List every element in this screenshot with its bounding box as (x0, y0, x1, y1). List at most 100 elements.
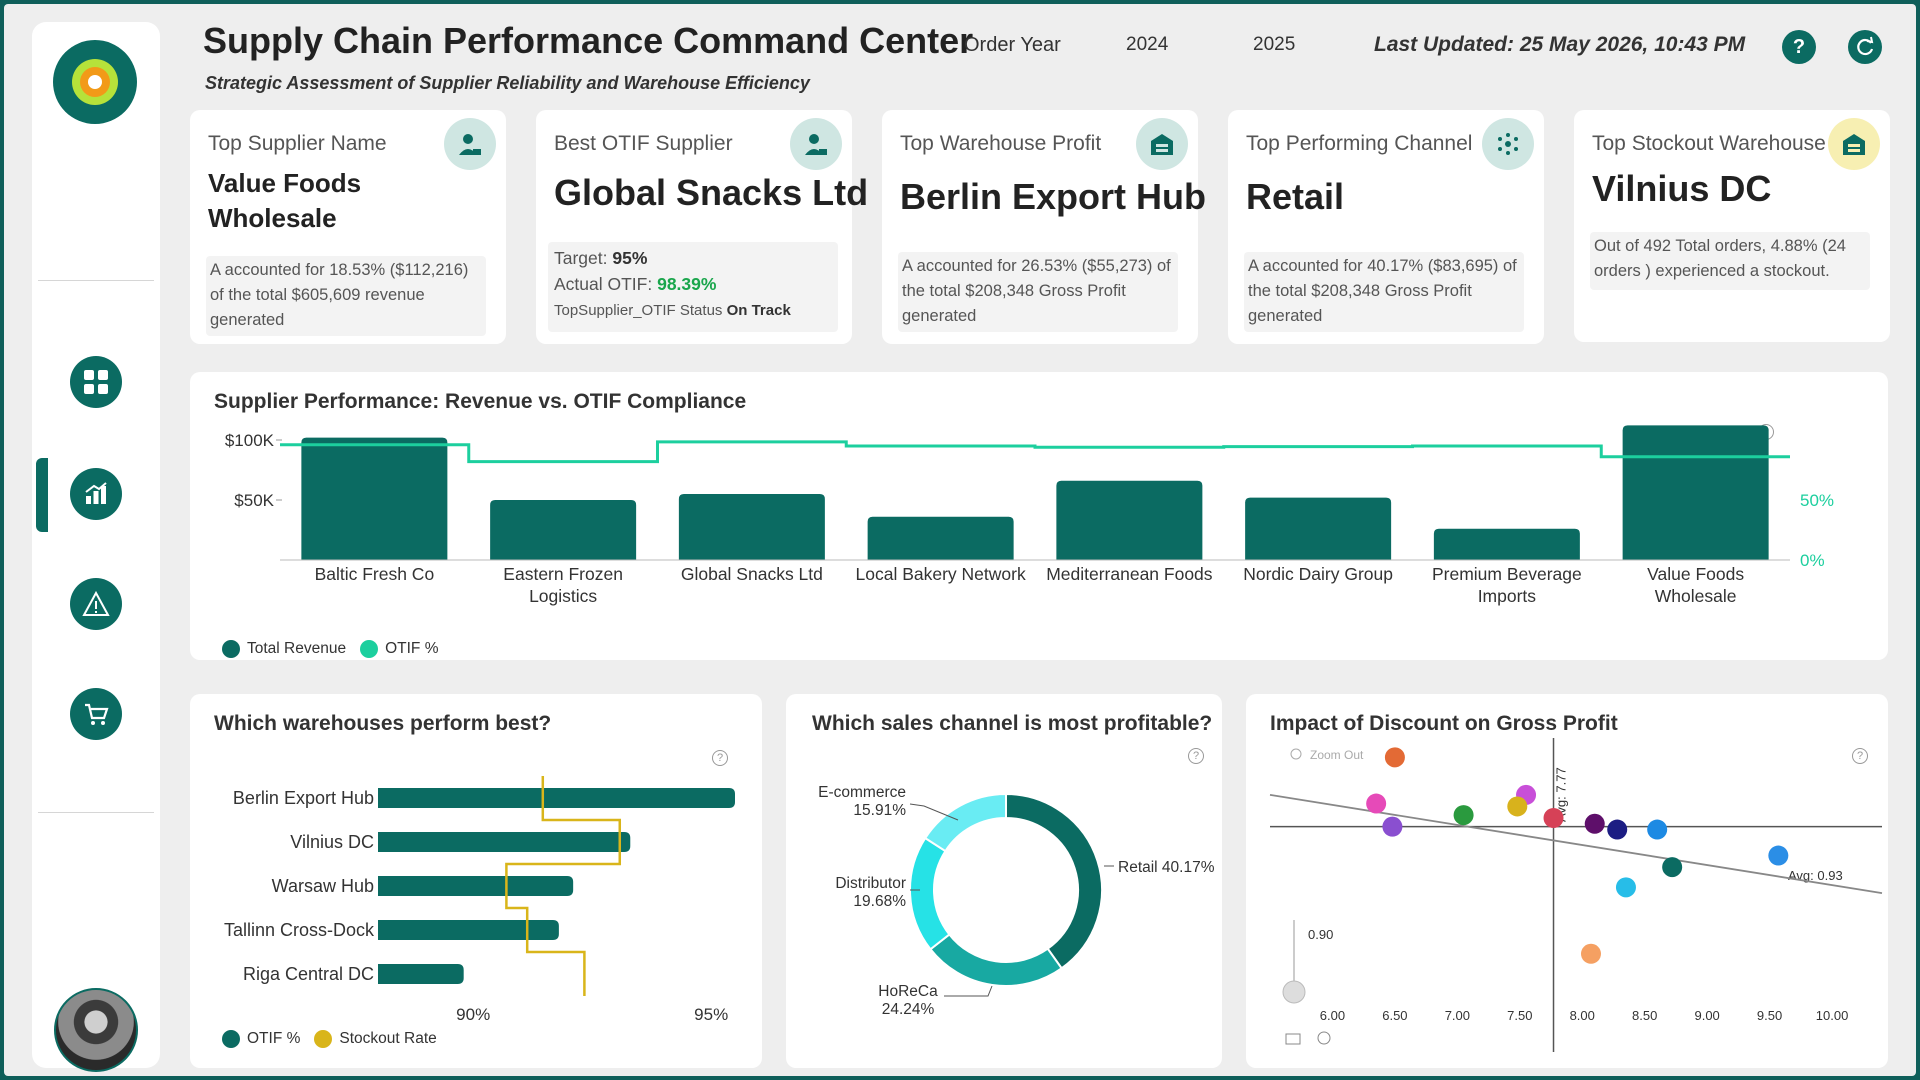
revenue-bar (1056, 480, 1203, 560)
stockout-step-line (505, 776, 622, 996)
kpi-card-top-stockout[interactable]: Top Stockout Warehouse Vilnius DC Out of… (1574, 110, 1890, 342)
kpi-label: Top Warehouse Profit (900, 132, 1102, 155)
cart-icon (85, 703, 109, 725)
slice-value: 24.24% (882, 1001, 935, 1018)
otif-bar (378, 920, 559, 940)
refresh-button[interactable] (1848, 30, 1882, 64)
slice-label: Distributor (835, 875, 906, 892)
year-2024-button[interactable]: 2024 (1126, 34, 1169, 55)
legend-label: Stockout Rate (339, 1030, 437, 1047)
donut-slice (909, 836, 951, 951)
otif-actual: Actual OTIF: 98.39% (554, 274, 716, 295)
x-tick-label: 95% (694, 1005, 728, 1024)
kpi-card-best-otif[interactable]: Best OTIF Supplier Global Snacks Ltd Tar… (536, 110, 868, 344)
kpi-card-top-warehouse[interactable]: Top Warehouse Profit Berlin Export Hub A… (882, 110, 1206, 344)
bar-chart-icon (85, 482, 107, 504)
revenue-bar (867, 516, 1014, 560)
chart-title: Which sales channel is most profitable? (812, 712, 1213, 735)
network-icon (1482, 118, 1534, 170)
chart-title: Supplier Performance: Revenue vs. OTIF C… (214, 390, 747, 413)
otif-status: TopSupplier_OTIF Status On Track (554, 302, 791, 319)
legend-swatch (360, 640, 379, 658)
scatter-point (1453, 805, 1474, 826)
x-tick-label: 7.00 (1445, 1008, 1470, 1023)
category-label: Value Foods (1647, 564, 1744, 584)
leader-line (944, 985, 993, 997)
supplier-legend: Total Revenue OTIF % (222, 640, 438, 658)
warehouse-label: Riga Central DC (243, 964, 374, 984)
kpi-value-line: Value Foods (208, 168, 362, 198)
scatter-point (1382, 816, 1403, 837)
x-tick-label: 8.50 (1632, 1008, 1657, 1023)
kpi-description: A accounted for 18.53% ($112,216) of the… (206, 256, 486, 336)
target-value: 95% (612, 248, 648, 268)
y-tick-label: $100K (225, 431, 275, 450)
kpi-value: Value Foods Wholesale (208, 166, 361, 236)
leader-line (909, 803, 959, 821)
otif-step-line (280, 440, 1790, 464)
chart-title: Impact of Discount on Gross Profit (1270, 712, 1618, 735)
chart-title: Which warehouses perform best? (214, 712, 552, 735)
donut-slice (929, 933, 1063, 987)
scatter-point (1662, 857, 1683, 878)
warning-icon (82, 590, 110, 616)
info-icon[interactable]: ? (712, 750, 728, 766)
kpi-card-top-supplier[interactable]: Top Supplier Name Value Foods Wholesale … (190, 110, 506, 344)
revenue-bar (1245, 497, 1392, 560)
kpi-card-top-channel[interactable]: Top Performing Channel Retail A accounte… (1228, 110, 1544, 344)
x-tick-label: 9.00 (1694, 1008, 1719, 1023)
nav-dashboard-button[interactable] (70, 356, 122, 408)
year-2025-button[interactable]: 2025 (1253, 34, 1296, 55)
supplier-icon (444, 118, 496, 170)
otif-detail-box: Target: 95% Actual OTIF: 98.39% TopSuppl… (548, 242, 838, 332)
question-icon: ? (1792, 35, 1806, 58)
y2-tick-label: 0% (1800, 551, 1825, 570)
warehouse-label: Warsaw Hub (272, 876, 374, 896)
y2-tick-label: 50% (1800, 491, 1834, 510)
kpi-value: Global Snacks Ltd (554, 172, 869, 213)
info-icon[interactable]: ? (1188, 748, 1204, 764)
x-tick-label: 7.50 (1507, 1008, 1532, 1023)
warehouse-label: Berlin Export Hub (233, 788, 374, 808)
user-avatar[interactable] (54, 988, 138, 1072)
status-label: TopSupplier_OTIF Status (554, 302, 723, 319)
legend-swatch (314, 1030, 333, 1048)
legend-swatch (222, 1030, 240, 1048)
legend-label: OTIF % (385, 640, 439, 657)
scatter-point (1507, 796, 1528, 817)
target-label: Target: (554, 248, 608, 268)
y-tick-label: 0.90 (1308, 927, 1333, 942)
x-tick-label: 6.00 (1320, 1008, 1345, 1023)
donut-slice (923, 792, 1007, 853)
warehouse-label: Vilnius DC (290, 832, 374, 852)
donut-slice (1005, 792, 1103, 970)
scatter-point (1580, 943, 1601, 964)
page-subtitle: Strategic Assessment of Supplier Reliabi… (205, 73, 810, 93)
revenue-bar (490, 500, 637, 560)
revenue-bar (301, 437, 448, 560)
nav-alerts-button[interactable] (70, 578, 122, 630)
legend-label: Total Revenue (247, 640, 347, 657)
category-label: Baltic Fresh Co (315, 564, 435, 584)
nav-orders-button[interactable] (70, 688, 122, 740)
channel-panel: Which sales channel is most profitable? … (786, 694, 1222, 1068)
otif-bar (378, 876, 574, 896)
otif-bar (378, 964, 464, 984)
warehouse-legend: OTIF % Stockout Rate (222, 1030, 437, 1048)
zoom-slider-handle (1282, 980, 1306, 1004)
trend-line (1269, 794, 1883, 894)
supplier-icon (790, 118, 842, 170)
info-icon[interactable]: ? (1852, 748, 1868, 764)
scatter-point (1543, 808, 1564, 828)
slice-label: HoReCa (878, 983, 938, 1000)
kpi-label: Top Stockout Warehouse (1592, 132, 1826, 155)
nav-analytics-button[interactable] (70, 468, 122, 520)
scatter-point (1607, 819, 1628, 840)
image-icon (1285, 1033, 1301, 1045)
actual-value: 98.39% (657, 274, 717, 294)
warehouse-panel: Which warehouses perform best? ? Berlin … (190, 694, 762, 1068)
help-button[interactable]: ? (1782, 30, 1816, 64)
avg-y-label: Avg: 0.93 (1788, 868, 1843, 883)
category-label: Local Bakery Network (856, 564, 1026, 584)
kpi-value: Vilnius DC (1592, 168, 1772, 209)
